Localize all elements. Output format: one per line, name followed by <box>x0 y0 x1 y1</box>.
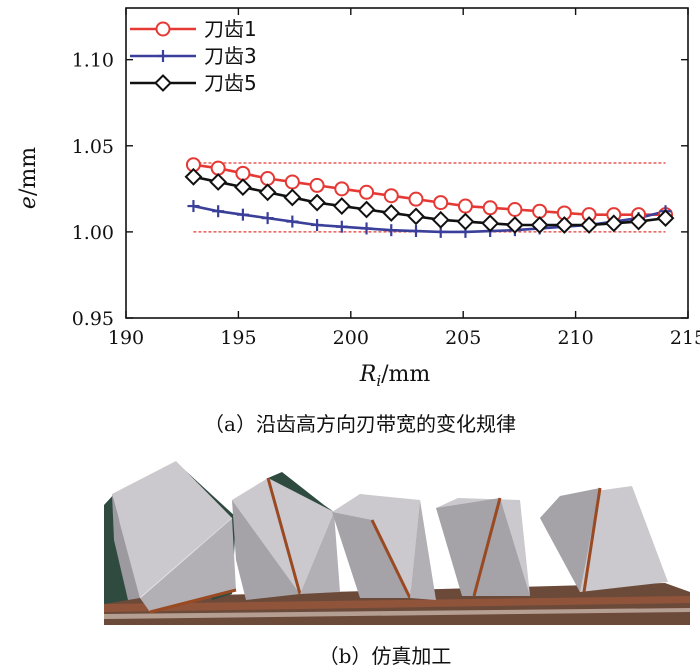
legend-marker <box>157 50 169 62</box>
data-point <box>212 205 225 218</box>
data-point <box>409 225 422 238</box>
cutter-tooth-4 <box>436 497 530 597</box>
caption-b: （b）仿真加工 <box>319 644 452 668</box>
cutter-tooth-5 <box>540 486 668 593</box>
data-point <box>235 165 251 181</box>
data-point <box>456 212 475 231</box>
y-tick-label: 1.10 <box>72 50 114 72</box>
y-axis-label: e/mm <box>16 147 41 209</box>
data-point <box>407 207 425 226</box>
data-point <box>360 222 373 235</box>
legend-marker <box>155 21 171 37</box>
y-tick-label: 1.05 <box>72 136 114 158</box>
data-point <box>335 220 348 233</box>
data-point <box>184 167 203 186</box>
data-point <box>209 173 228 191</box>
x-axis-ticks: 190 195 200 205 210 215 <box>108 8 700 349</box>
data-point <box>507 202 523 217</box>
x-tick-label: 200 <box>333 327 369 349</box>
x-axis-label: Ri/mm <box>359 362 431 390</box>
data-point <box>286 215 299 228</box>
data-point <box>433 195 449 211</box>
data-point <box>261 212 274 225</box>
x-tick-label: 190 <box>108 327 144 349</box>
data-point <box>457 198 473 214</box>
data-point <box>311 219 324 231</box>
legend-label: 刀齿1 <box>204 17 257 41</box>
data-point <box>383 188 399 204</box>
y-axis-ticks: 0.95 1.00 1.05 1.10 <box>72 50 688 330</box>
data-point <box>604 214 623 233</box>
data-point <box>656 209 675 228</box>
data-point <box>284 174 300 190</box>
cutter-tooth-2 <box>232 472 340 600</box>
data-point <box>431 210 450 229</box>
y-tick-label: 0.95 <box>72 308 114 330</box>
data-point <box>580 216 599 234</box>
gear-base <box>104 583 690 625</box>
data-point <box>309 177 325 193</box>
data-point <box>359 184 375 200</box>
caption-a: （a）沿齿高方向刃带宽的变化规律 <box>204 412 516 436</box>
data-point <box>187 200 200 213</box>
data-point <box>532 203 548 219</box>
data-point <box>629 212 648 231</box>
data-point <box>283 188 302 207</box>
legend-label: 刀齿5 <box>204 71 257 95</box>
data-point <box>382 204 401 222</box>
cutter-tooth-1 <box>112 461 237 614</box>
legend: 刀齿1 刀齿3 刀齿5 <box>130 17 257 95</box>
series-markers <box>184 157 675 238</box>
data-point <box>258 183 277 202</box>
data-point <box>308 193 326 212</box>
data-point <box>260 171 276 186</box>
x-tick-label: 210 <box>557 327 593 349</box>
data-point <box>530 216 549 234</box>
data-point <box>332 197 351 215</box>
data-point <box>236 208 249 221</box>
legend-marker <box>154 74 172 92</box>
x-tick-label: 195 <box>220 327 256 349</box>
data-point <box>233 178 252 197</box>
simulation-illustration <box>104 461 690 625</box>
data-point <box>505 216 524 234</box>
chart-panel-a: 190 195 200 205 210 215 0.95 1.00 1.05 1.10 Ri/m… <box>16 7 700 390</box>
data-point <box>357 200 376 219</box>
data-point <box>210 160 226 176</box>
y-tick-label: 1.00 <box>72 222 114 244</box>
legend-label: 刀齿3 <box>204 44 257 68</box>
plot-frame <box>125 7 689 319</box>
data-point <box>385 224 398 237</box>
data-point <box>481 214 500 233</box>
cutter-tooth-3 <box>332 494 436 600</box>
data-point <box>555 216 574 234</box>
data-point <box>482 200 498 216</box>
data-point <box>334 181 350 197</box>
data-point <box>408 191 424 207</box>
x-tick-label: 205 <box>445 327 481 349</box>
x-tick-label: 215 <box>670 327 700 349</box>
